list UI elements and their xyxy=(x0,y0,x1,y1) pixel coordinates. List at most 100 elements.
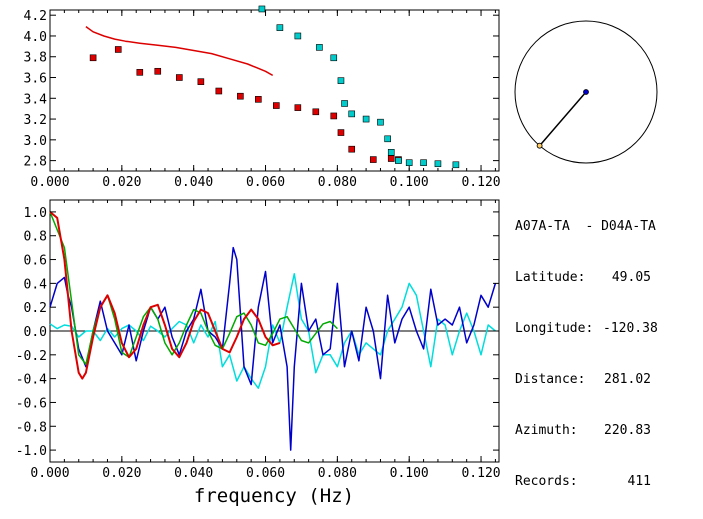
y-tick-label: -1.0 xyxy=(16,444,47,459)
y-tick-label: 2.8 xyxy=(24,155,47,170)
dispersion-point xyxy=(330,112,338,120)
dispersion-point xyxy=(348,110,356,118)
dispersion-plot-frame xyxy=(49,9,500,172)
y-tick-label: -0.6 xyxy=(16,396,47,411)
azimuth-label: Azimuth: xyxy=(515,423,578,438)
y-tick-label: 3.0 xyxy=(24,134,47,149)
dispersion-point xyxy=(452,161,460,169)
distance-label: Distance: xyxy=(515,372,586,387)
dispersion-point xyxy=(387,155,395,162)
dispersion-point xyxy=(294,104,302,111)
x-tick-label: 0.000 xyxy=(30,175,69,190)
x-tick-label: 0.080 xyxy=(318,175,357,190)
dispersion-point xyxy=(384,135,391,143)
x-axis-title: frequency (Hz) xyxy=(194,485,354,507)
dispersion-point xyxy=(362,115,370,123)
y-tick-label: 3.8 xyxy=(24,51,47,66)
station-info: A07A-TA - D04A-TA Latitude: 49.05 Longitu… xyxy=(515,184,658,507)
dispersion-point xyxy=(255,96,262,103)
y-tick-label: -0.2 xyxy=(16,349,47,364)
dispersion-ticks: 0.000 0.020 0.040 0.060 0.080 0.100 0.120 2.8 3.… xyxy=(24,9,501,190)
dispersion-point xyxy=(237,92,244,100)
x-tick-label: 0.000 xyxy=(30,466,69,481)
y-tick-label: -0.4 xyxy=(16,373,47,388)
series-line xyxy=(85,25,274,77)
dispersion-point xyxy=(312,108,320,116)
x-tick-label: 0.120 xyxy=(461,175,500,190)
x-tick-label: 0.020 xyxy=(102,175,141,190)
station-marker xyxy=(583,89,589,95)
dispersion-point xyxy=(276,24,284,31)
x-tick-label: 0.020 xyxy=(102,466,141,481)
dispersion-point xyxy=(434,160,442,168)
distance-row: Distance: 281.02 xyxy=(515,371,656,388)
dispersion-point xyxy=(316,44,323,51)
dispersion-point xyxy=(176,74,183,81)
dispersion-point xyxy=(420,159,427,166)
y-tick-label: 3.6 xyxy=(24,72,47,87)
latitude-row: Latitude: 49.05 xyxy=(515,269,656,286)
y-tick-label: 4.2 xyxy=(24,9,47,24)
station-pair-title: A07A-TA - D04A-TA xyxy=(515,219,656,234)
azimuth-inset xyxy=(514,20,658,164)
dispersion-point xyxy=(330,54,338,62)
azimuth-row: Azimuth: 220.83 xyxy=(515,422,656,439)
dispersion-point xyxy=(395,157,402,164)
dispersion-point xyxy=(154,67,162,75)
longitude-row: Longitude: -120.38 xyxy=(515,320,658,337)
dispersion-point xyxy=(337,77,345,84)
y-tick-label: 4.0 xyxy=(24,30,47,45)
y-tick-label: 0.6 xyxy=(24,254,47,269)
y-tick-label: 0.0 xyxy=(24,325,47,340)
longitude-value: -120.38 xyxy=(603,321,658,336)
y-tick-label: 3.4 xyxy=(24,92,48,107)
dispersion-point xyxy=(258,5,266,13)
x-tick-label: 0.100 xyxy=(390,466,429,481)
x-tick-label: 0.080 xyxy=(318,466,357,481)
dispersion-point xyxy=(215,87,223,95)
y-tick-label: 3.2 xyxy=(24,113,47,128)
dispersion-point xyxy=(136,69,144,76)
y-tick-label: 0.8 xyxy=(24,230,47,245)
records-row: Records: 411 xyxy=(515,473,656,490)
latitude-value: 49.05 xyxy=(611,270,651,285)
correlation-ticks: 0.000 0.020 0.040 0.060 0.080 0.100 0.120 1.0 0.… xyxy=(16,200,501,481)
azimuth-value: 220.83 xyxy=(604,423,651,438)
source-marker xyxy=(536,142,543,149)
x-tick-label: 0.060 xyxy=(246,175,285,190)
series-line xyxy=(49,246,497,451)
azimuth-line xyxy=(539,91,587,147)
x-tick-label: 0.100 xyxy=(390,175,429,190)
x-tick-label: 0.040 xyxy=(174,175,213,190)
dispersion-point xyxy=(369,156,377,163)
dispersion-point xyxy=(89,54,97,62)
dispersion-point xyxy=(377,118,384,126)
longitude-label: Longitude: xyxy=(515,321,594,336)
dispersion-point xyxy=(294,32,302,40)
dispersion-point xyxy=(114,46,122,53)
latitude-label: Latitude: xyxy=(515,270,586,285)
dispersion-point xyxy=(341,100,348,107)
records-label: Records: xyxy=(515,474,578,489)
x-tick-label: 0.040 xyxy=(174,466,213,481)
dispersion-panel: 0.000 0.020 0.040 0.060 0.080 0.100 0.120 2.8 3.… xyxy=(24,5,501,190)
x-tick-label: 0.060 xyxy=(246,466,285,481)
y-tick-label: 1.0 xyxy=(24,206,47,221)
correlation-panel: 0.000 0.020 0.040 0.060 0.080 0.100 0.120 1.0 0.… xyxy=(16,199,501,507)
y-tick-label: -0.8 xyxy=(16,420,47,435)
dispersion-point xyxy=(348,145,356,153)
series-line xyxy=(49,273,496,389)
dispersion-point xyxy=(197,78,205,85)
records-value: 411 xyxy=(627,474,651,489)
dispersion-point xyxy=(387,149,395,156)
distance-value: 281.02 xyxy=(604,372,651,387)
y-tick-label: 0.4 xyxy=(24,277,48,292)
correlation-series xyxy=(49,211,497,451)
dispersion-point xyxy=(272,102,280,109)
azimuth-circle xyxy=(514,20,658,164)
dispersion-point xyxy=(337,129,345,136)
series-line xyxy=(49,211,281,380)
dispersion-series xyxy=(85,5,460,169)
y-tick-label: 0.2 xyxy=(24,301,47,316)
